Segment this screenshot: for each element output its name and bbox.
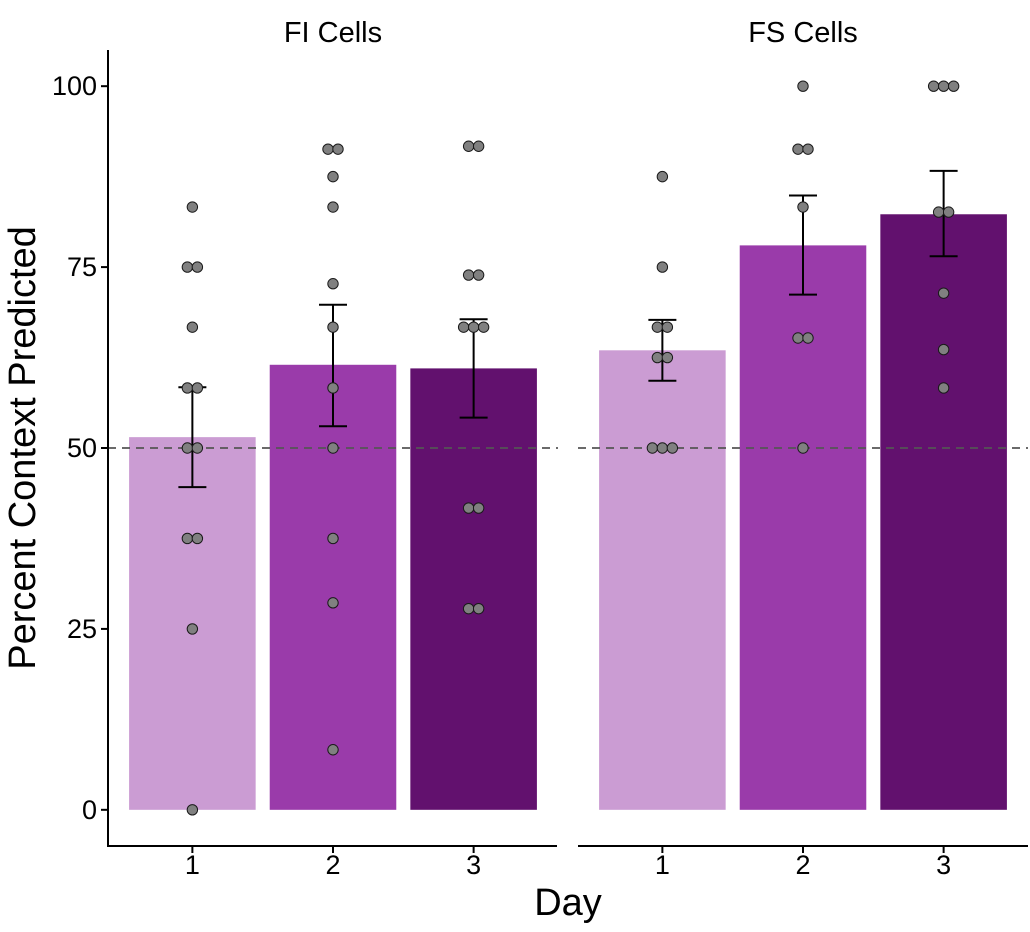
- bar-day-2: [739, 245, 867, 810]
- data-point: [472, 502, 485, 514]
- x-axis-ticks: 1 2 3 1 2 3: [185, 846, 951, 880]
- y-axis-title: Percent Context Predicted: [2, 226, 44, 670]
- x-tick-label: 1: [655, 850, 670, 880]
- panel-fs-cells: FS Cells: [578, 17, 1028, 847]
- data-point: [477, 321, 490, 333]
- data-point: [802, 143, 814, 155]
- data-point: [186, 201, 199, 213]
- data-point: [792, 143, 804, 155]
- data-point: [797, 201, 809, 213]
- x-axis-title: Day: [534, 882, 602, 924]
- data-point: [797, 442, 809, 454]
- bar-day-2: [269, 364, 397, 810]
- y-tick-label: 0: [82, 795, 97, 825]
- x-tick-label: 1: [185, 850, 200, 880]
- data-point: [327, 532, 339, 545]
- data-point: [332, 143, 344, 155]
- facet-title-fi: FI Cells: [284, 17, 382, 49]
- data-point: [656, 170, 669, 183]
- data-point: [937, 80, 950, 92]
- data-point: [186, 623, 199, 635]
- y-tick-label: 100: [52, 71, 97, 101]
- data-point: [467, 321, 480, 333]
- data-point: [462, 269, 475, 281]
- data-point: [327, 278, 339, 290]
- data-point: [937, 382, 950, 394]
- panel-fi-cells: FI Cells: [107, 17, 558, 847]
- data-point: [927, 80, 940, 92]
- data-point: [472, 269, 485, 281]
- data-point: [327, 201, 339, 213]
- data-point: [181, 442, 194, 454]
- data-point: [651, 351, 664, 364]
- x-tick-label: 3: [466, 850, 481, 880]
- data-point: [186, 804, 199, 816]
- data-point: [797, 80, 809, 92]
- error-bar: [459, 318, 488, 419]
- facet-title-fs: FS Cells: [748, 17, 858, 49]
- data-point: [932, 206, 945, 218]
- y-tick-label: 50: [67, 433, 97, 463]
- error-bar: [648, 318, 677, 382]
- data-point: [656, 442, 669, 454]
- data-point: [646, 442, 659, 454]
- data-point: [181, 532, 194, 545]
- data-point: [327, 442, 339, 454]
- data-point: [472, 140, 485, 152]
- data-point: [462, 602, 475, 615]
- data-point: [457, 321, 470, 333]
- panel-fs-marks: [578, 80, 1028, 810]
- data-point: [462, 140, 475, 152]
- x-tick-label: 3: [936, 850, 951, 880]
- data-point: [802, 332, 814, 344]
- y-tick-label: 25: [67, 614, 97, 644]
- bar-day-1: [599, 350, 726, 810]
- data-point: [661, 351, 674, 364]
- data-point: [191, 532, 204, 545]
- data-point: [651, 321, 664, 333]
- data-point: [327, 744, 339, 756]
- bar-day-3: [410, 368, 537, 810]
- data-point: [191, 442, 204, 454]
- data-point: [181, 382, 194, 394]
- data-point: [947, 80, 960, 92]
- data-point: [327, 382, 339, 394]
- data-point: [937, 287, 950, 299]
- data-point: [327, 170, 339, 183]
- data-point: [462, 502, 475, 514]
- data-point: [322, 143, 334, 155]
- data-point: [191, 382, 204, 394]
- panel-fi-marks: [108, 140, 558, 816]
- data-point: [937, 343, 950, 356]
- data-point: [181, 261, 194, 273]
- data-point: [186, 321, 199, 333]
- y-axis-ticks: 0 25 50 75 100: [52, 71, 108, 825]
- x-tick-label: 2: [795, 850, 810, 880]
- data-point: [327, 321, 339, 333]
- data-point: [942, 206, 955, 218]
- y-tick-label: 75: [67, 252, 97, 282]
- x-tick-label: 2: [325, 850, 340, 880]
- data-point: [666, 442, 679, 454]
- data-point: [472, 602, 485, 615]
- bar-day-3: [880, 214, 1007, 810]
- data-point: [661, 321, 674, 333]
- data-point: [191, 261, 204, 273]
- data-point: [656, 261, 669, 273]
- data-point: [327, 597, 339, 609]
- data-point: [792, 332, 804, 344]
